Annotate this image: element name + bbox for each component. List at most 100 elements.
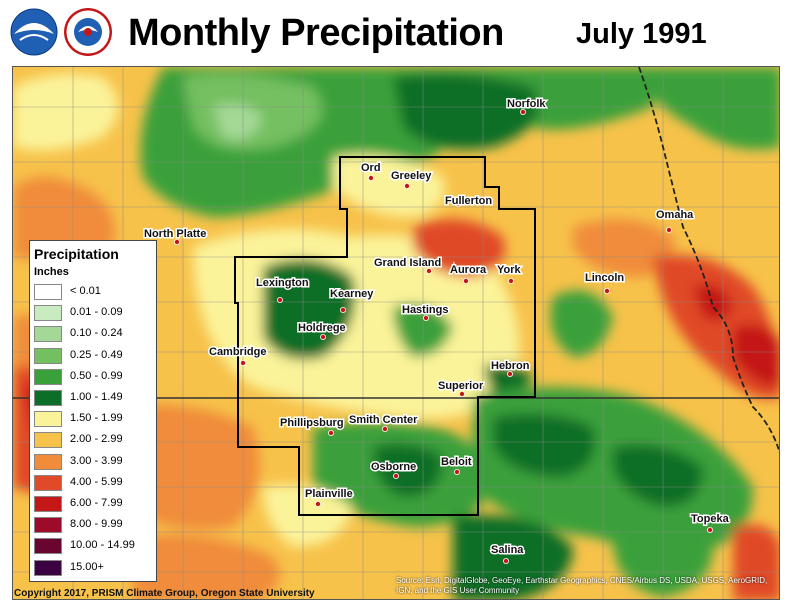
legend-swatch — [34, 326, 62, 343]
legend-item: 10.00 - 14.99 — [34, 537, 156, 555]
legend-swatch — [34, 305, 62, 322]
city-label-grand-island: Grand Island — [374, 257, 441, 269]
legend-swatch — [34, 538, 62, 555]
city-dot-phillipsburg — [327, 429, 334, 436]
legend-label: 0.10 - 0.24 — [70, 327, 123, 340]
city-label-osborne: Osborne — [371, 461, 416, 473]
legend-item: < 0.01 — [34, 283, 156, 301]
legend-label: < 0.01 — [70, 285, 101, 297]
legend-label: 4.00 - 5.99 — [70, 475, 123, 488]
city-dot-salina — [502, 557, 509, 564]
city-label-hebron: Hebron — [491, 360, 530, 372]
legend-item: 0.25 - 0.49 — [34, 347, 156, 365]
state-border-river — [638, 67, 779, 454]
legend-label: 0.50 - 0.99 — [70, 369, 123, 382]
city-label-kearney: Kearney — [330, 288, 374, 300]
city-label-superior: Superior — [438, 380, 484, 392]
basemap-sources: Source: Esri, DigitalGlobe, GeoEye, Eart… — [396, 576, 768, 595]
legend-swatch — [34, 390, 62, 406]
city-label-lexington: Lexington — [256, 277, 309, 289]
city-label-cambridge: Cambridge — [209, 346, 266, 358]
header: Monthly Precipitation July 1991 — [0, 0, 792, 66]
legend-label: 1.00 - 1.49 — [70, 391, 123, 403]
city-label-topeka: Topeka — [691, 513, 730, 525]
legend-swatch — [34, 559, 62, 576]
legend-swatch — [34, 474, 62, 491]
legend-swatch — [34, 496, 62, 512]
city-dot-fullerton — [454, 200, 461, 207]
legend-label: 15.00+ — [70, 560, 104, 573]
city-label-lincoln: Lincoln — [585, 272, 624, 284]
legend-label: 8.00 - 9.99 — [70, 518, 123, 531]
forecast-area-outline — [234, 156, 536, 516]
city-label-ord: Ord — [361, 162, 381, 174]
city-label-phillipsburg: Phillipsburg — [280, 417, 344, 429]
city-dot-superior — [458, 390, 465, 397]
legend-item: 2.00 - 2.99 — [34, 431, 156, 449]
legend-swatch — [34, 411, 62, 428]
city-label-greeley: Greeley — [391, 170, 432, 182]
city-dot-topeka — [707, 526, 714, 533]
copyright-text: Copyright 2017, PRISM Climate Group, Ore… — [14, 588, 315, 599]
legend-label: 6.00 - 7.99 — [70, 497, 123, 509]
legend: Precipitation Inches < 0.01 0.01 - 0.09 0.… — [29, 240, 157, 582]
city-label-hastings: Hastings — [402, 304, 448, 316]
legend-swatch — [34, 432, 62, 449]
city-dot-norfolk — [519, 109, 526, 116]
city-dot-aurora — [462, 277, 469, 284]
city-dot-hastings — [422, 314, 429, 321]
legend-item: 15.00+ — [34, 559, 156, 577]
city-dot-omaha — [666, 226, 673, 233]
city-label-salina: Salina — [491, 544, 524, 556]
city-dot-york — [507, 277, 514, 284]
legend-swatch — [34, 284, 62, 300]
legend-label: 1.50 - 1.99 — [70, 412, 123, 425]
legend-label: 2.00 - 2.99 — [70, 433, 123, 446]
city-label-plainville: Plainville — [305, 488, 353, 500]
city-dot-cambridge — [239, 359, 246, 366]
city-label-aurora: Aurora — [450, 264, 487, 276]
city-label-york: York — [497, 264, 522, 276]
city-label-smith-center: Smith Center — [349, 414, 418, 426]
city-dot-lexington — [276, 296, 283, 303]
city-label-norfolk: Norfolk — [507, 98, 546, 110]
legend-item: 3.00 - 3.99 — [34, 453, 156, 471]
city-dot-greeley — [403, 183, 410, 190]
city-dot-plainville — [314, 500, 321, 507]
legend-item: 1.00 - 1.49 — [34, 389, 156, 407]
legend-swatch — [34, 368, 62, 385]
city-dot-lincoln — [604, 287, 611, 294]
legend-label: 0.01 - 0.09 — [70, 306, 123, 319]
city-dot-ord — [367, 175, 374, 182]
legend-title: Precipitation — [34, 246, 119, 262]
city-dot-grand-island — [425, 267, 432, 274]
legend-label: 10.00 - 14.99 — [70, 539, 135, 552]
legend-swatch — [34, 347, 62, 364]
legend-item: 0.50 - 0.99 — [34, 368, 156, 386]
legend-label: 3.00 - 3.99 — [70, 454, 123, 467]
city-dot-north-platte — [173, 238, 180, 245]
legend-swatch — [34, 517, 62, 534]
city-label-holdrege: Holdrege — [298, 322, 346, 334]
map-title: Monthly Precipitation — [128, 12, 504, 54]
noaa-logo — [10, 8, 58, 56]
city-dot-hebron — [506, 370, 513, 377]
city-dot-osborne — [392, 472, 399, 479]
legend-item: 0.01 - 0.09 — [34, 304, 156, 322]
city-label-beloit: Beloit — [441, 456, 472, 468]
city-label-fullerton: Fullerton — [445, 195, 492, 207]
city-dot-kearney — [339, 306, 346, 313]
legend-item: 8.00 - 9.99 — [34, 516, 156, 534]
city-dot-beloit — [453, 468, 460, 475]
legend-label: 0.25 - 0.49 — [70, 348, 123, 361]
legend-item: 4.00 - 5.99 — [34, 474, 156, 492]
legend-item: 0.10 - 0.24 — [34, 325, 156, 343]
map-date: July 1991 — [576, 18, 707, 50]
nws-logo — [64, 8, 112, 56]
legend-item: 6.00 - 7.99 — [34, 495, 156, 513]
legend-item: 1.50 - 1.99 — [34, 410, 156, 428]
city-dot-smith-center — [381, 425, 388, 432]
legend-unit: Inches — [34, 266, 69, 278]
city-dot-holdrege — [319, 333, 326, 340]
city-label-north-platte: North Platte — [144, 228, 206, 240]
